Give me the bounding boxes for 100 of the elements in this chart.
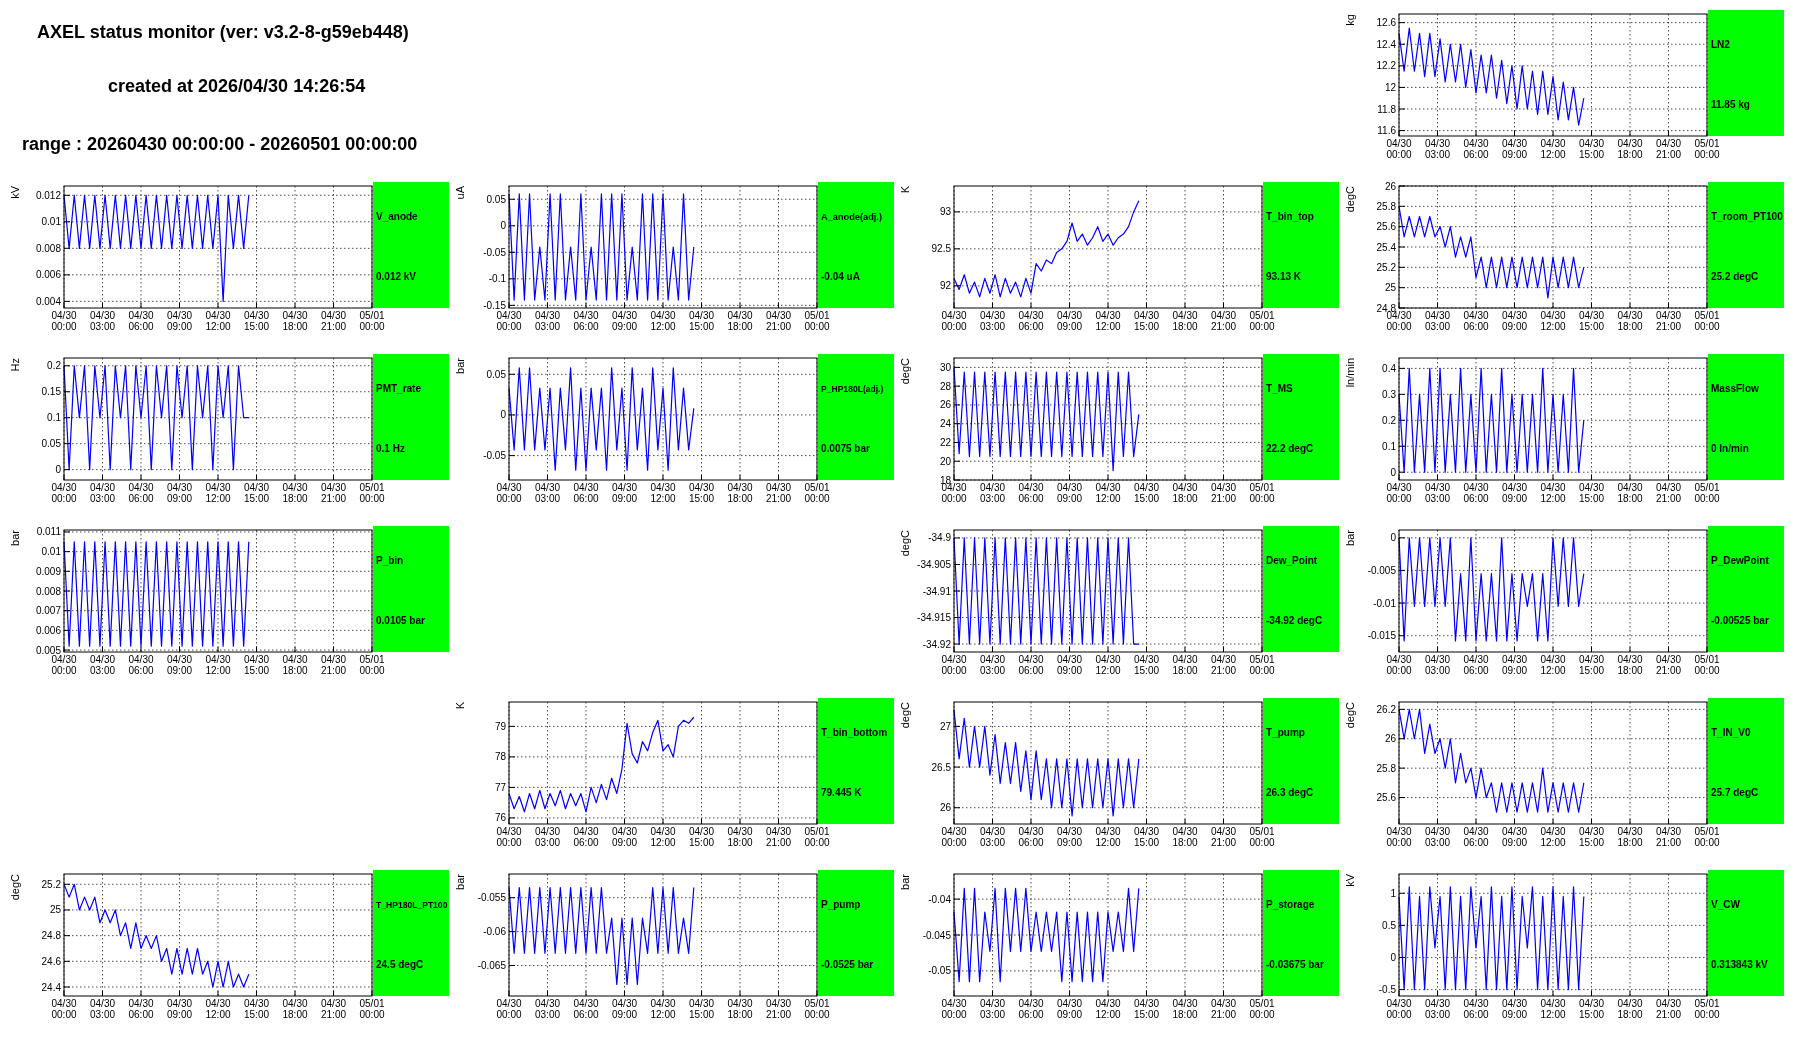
line-series: [508, 716, 695, 813]
y-tick-label: -0.05: [483, 246, 507, 258]
x-tick-label: 04/30 12:00: [1540, 654, 1566, 676]
y-tick-label: 0.05: [41, 438, 62, 450]
y-tick-label: 26: [939, 399, 952, 411]
x-tick-label: 04/30 09:00: [1056, 998, 1083, 1020]
y-tick-label: -34.9: [928, 532, 952, 544]
y-tick-label: 0.05: [486, 193, 507, 205]
text: 0.313843 kV: [1711, 959, 1769, 970]
x-tick-label: 04/30 06:00: [128, 654, 154, 676]
y-axis-title: bar: [454, 873, 466, 890]
x-tick-label: 04/30 06:00: [573, 310, 599, 332]
x-tick-label: 04/30 15:00: [1578, 310, 1605, 332]
x-tick-label: 04/30 03:00: [979, 482, 1006, 504]
y-tick-label: -0.1: [488, 273, 507, 285]
x-tick-label: 04/30 15:00: [1133, 482, 1160, 504]
x-tick-label: 04/30 12:00: [1540, 310, 1566, 332]
x-tick-label: 04/30 12:00: [1095, 998, 1121, 1020]
x-tick-label: 04/30 00:00: [1386, 138, 1412, 160]
text: P_HP180L(adj.): [821, 384, 884, 394]
x-tick-label: 04/30 06:00: [128, 310, 154, 332]
x-tick-label: 05/01 00:00: [804, 826, 830, 848]
y-tick-label: -34.92: [922, 638, 952, 650]
text: 25.2 degC: [1711, 271, 1759, 282]
text: 79.445 K: [821, 787, 863, 798]
text: -0.04 uA: [821, 271, 860, 282]
x-tick-label: 04/30 18:00: [1617, 998, 1643, 1020]
x-tick-label: 04/30 21:00: [1655, 998, 1682, 1020]
text: T_pump: [1266, 727, 1305, 738]
y-tick-label: -0.005: [1367, 564, 1397, 576]
y-tick-label: 24.6: [41, 955, 62, 967]
x-tick-label: 04/30 18:00: [1172, 826, 1198, 848]
y-tick-label: 92: [939, 280, 952, 292]
x-tick-label: 04/30 15:00: [688, 310, 715, 332]
x-tick-label: 04/30 03:00: [1424, 826, 1451, 848]
text: 11.85 kg: [1711, 99, 1750, 110]
x-tick-label: 04/30 12:00: [650, 826, 676, 848]
x-tick-label: 04/30 06:00: [1463, 310, 1489, 332]
x-tick-label: 04/30 00:00: [496, 998, 522, 1020]
y-tick-label: 12.2: [1376, 60, 1397, 72]
x-tick-label: 04/30 15:00: [243, 310, 270, 332]
y-axis-title: kV: [9, 185, 21, 199]
x-tick-label: 04/30 15:00: [243, 482, 270, 504]
y-tick-label: 92.5: [931, 243, 952, 255]
y-tick-label: 0.3: [1382, 388, 1397, 400]
x-tick-label: 04/30 06:00: [1463, 654, 1489, 676]
text: T_MS: [1266, 383, 1293, 394]
y-tick-label: 26.2: [1376, 703, 1397, 715]
x-tick-label: 04/30 15:00: [688, 998, 715, 1020]
text: 0 ln/min: [1711, 443, 1749, 454]
y-tick-label: 22: [939, 436, 952, 448]
x-tick-label: 04/30 03:00: [89, 310, 116, 332]
text: PMT_rate: [376, 383, 422, 394]
line-series: [1398, 708, 1585, 813]
x-tick-label: 05/01 00:00: [1249, 310, 1275, 332]
x-tick-label: 04/30 09:00: [166, 998, 193, 1020]
x-tick-label: 04/30 15:00: [1578, 138, 1605, 160]
x-tick-label: 04/30 09:00: [611, 826, 638, 848]
x-tick-label: 04/30 03:00: [534, 482, 561, 504]
x-tick-label: 04/30 06:00: [573, 826, 599, 848]
x-tick-label: 04/30 18:00: [282, 310, 308, 332]
x-tick-label: 05/01 00:00: [1249, 654, 1275, 676]
y-tick-label: -0.055: [477, 892, 507, 904]
y-tick-label: 0.005: [35, 644, 62, 656]
x-tick-label: 04/30 21:00: [765, 826, 792, 848]
y-tick-label: -0.045: [922, 929, 952, 941]
y-tick-label: -0.015: [1367, 630, 1397, 642]
text: 22.2 degC: [1266, 443, 1314, 454]
text: LN2: [1711, 39, 1731, 50]
x-tick-label: 04/30 09:00: [611, 998, 638, 1020]
x-tick-label: 04/30 06:00: [1018, 482, 1044, 504]
x-tick-label: 04/30 03:00: [89, 654, 116, 676]
x-tick-label: 04/30 15:00: [688, 482, 715, 504]
x-tick-label: 04/30 15:00: [1578, 998, 1605, 1020]
x-tick-label: 05/01 00:00: [1694, 138, 1720, 160]
x-tick-label: 05/01 00:00: [804, 998, 830, 1020]
x-tick-label: 04/30 21:00: [765, 310, 792, 332]
y-tick-label: 25.8: [1376, 762, 1397, 774]
x-tick-label: 05/01 00:00: [804, 482, 830, 504]
x-tick-label: 04/30 00:00: [1386, 998, 1412, 1020]
y-tick-label: 0.1: [47, 412, 62, 424]
x-tick-label: 05/01 00:00: [359, 998, 385, 1020]
x-tick-label: 05/01 00:00: [1249, 482, 1275, 504]
y-axis-title: K: [454, 701, 466, 710]
y-tick-label: 0.15: [41, 386, 62, 398]
x-tick-label: 04/30 03:00: [534, 310, 561, 332]
x-tick-label: 04/30 09:00: [1501, 654, 1528, 676]
y-tick-label: 27: [939, 720, 952, 732]
text: P_bin: [376, 555, 404, 566]
text: range : 20260430 00:00:00 - 20260501 00:00:00: [22, 134, 418, 154]
x-tick-label: 04/30 15:00: [1578, 654, 1605, 676]
x-tick-label: 05/01 00:00: [1694, 654, 1720, 676]
x-tick-label: 04/30 09:00: [611, 482, 638, 504]
y-tick-label: 0.5: [1382, 919, 1397, 931]
x-tick-label: 04/30 21:00: [1655, 138, 1682, 160]
x-tick-label: 04/30 00:00: [1386, 654, 1412, 676]
x-tick-label: 04/30 06:00: [1018, 998, 1044, 1020]
y-tick-label: 0.1: [1382, 440, 1397, 452]
y-tick-label: 26: [1384, 733, 1397, 745]
x-tick-label: 04/30 00:00: [496, 482, 522, 504]
